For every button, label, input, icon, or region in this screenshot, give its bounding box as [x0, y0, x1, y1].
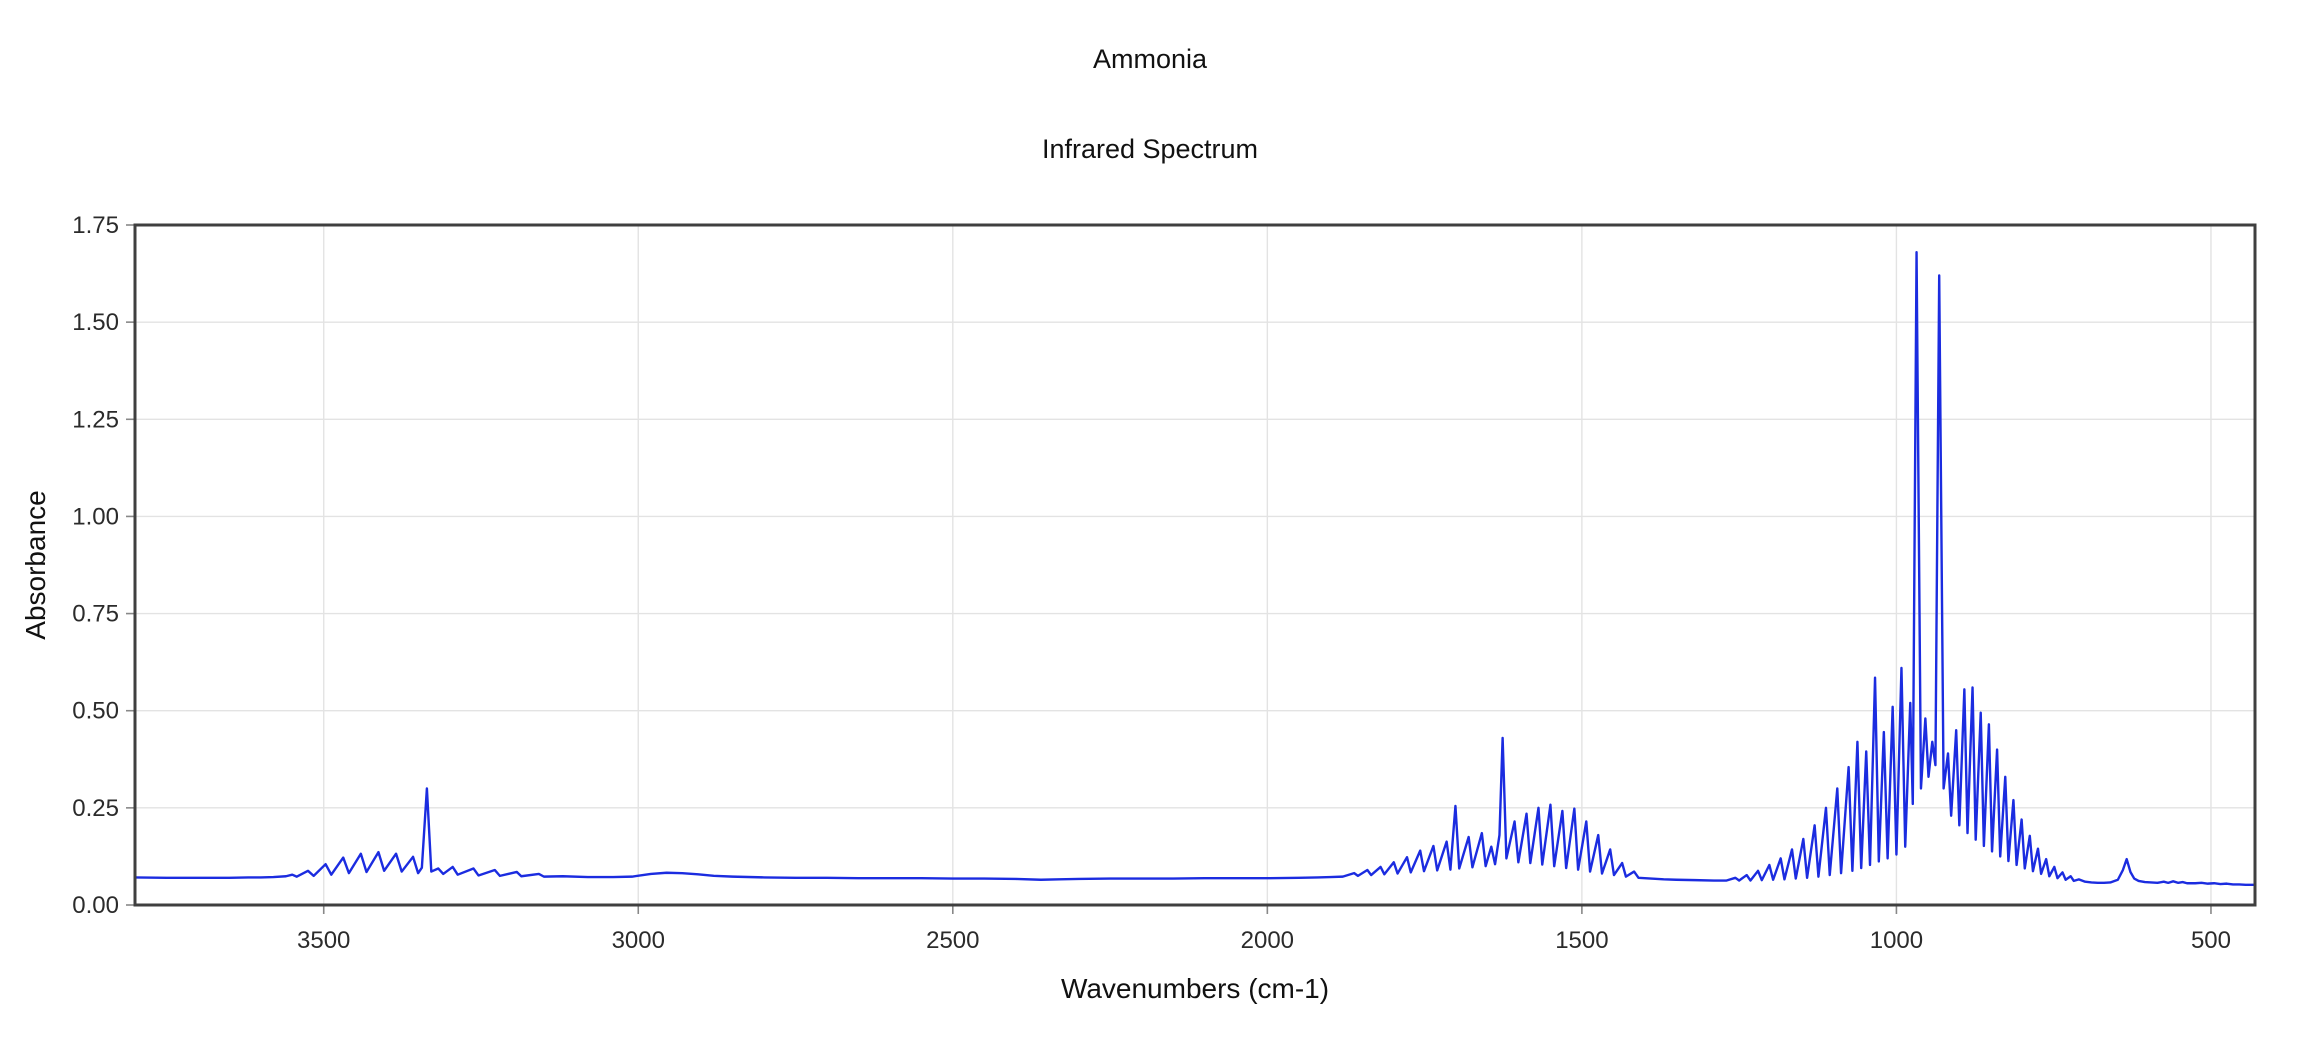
y-tick-label: 0.75	[72, 601, 119, 628]
y-tick-label: 1.75	[72, 212, 119, 239]
chart-title: Ammonia	[1093, 44, 1208, 74]
spectrum-line	[133, 251, 2257, 886]
y-tick-label: 1.25	[72, 406, 119, 433]
x-tick-label: 2000	[1241, 927, 1294, 954]
y-tick-label: 0.50	[72, 698, 119, 725]
plot-border	[133, 223, 2257, 907]
chart-subtitle: Infrared Spectrum	[1042, 134, 1258, 164]
y-tick-label: 1.00	[72, 503, 119, 530]
x-tick-label: 500	[2191, 927, 2231, 954]
x-tick-label: 1500	[1555, 927, 1608, 954]
x-tick-label: 3500	[297, 927, 350, 954]
y-axis-title: Absorbance	[20, 490, 51, 639]
x-tick-label: 2500	[926, 927, 979, 954]
y-tick-label: 0.25	[72, 795, 119, 822]
x-axis-title: Wavenumbers (cm-1)	[1061, 973, 1329, 1004]
y-tick-label: 1.50	[72, 309, 119, 336]
axis-ticks: 3500 3000 2500 2000 1500 1000 500 0.00 0.25 0.50 0…	[72, 212, 2231, 954]
x-tick-label: 3000	[612, 927, 665, 954]
y-tick-label: 0.00	[72, 892, 119, 919]
x-tick-label: 1000	[1870, 927, 1923, 954]
